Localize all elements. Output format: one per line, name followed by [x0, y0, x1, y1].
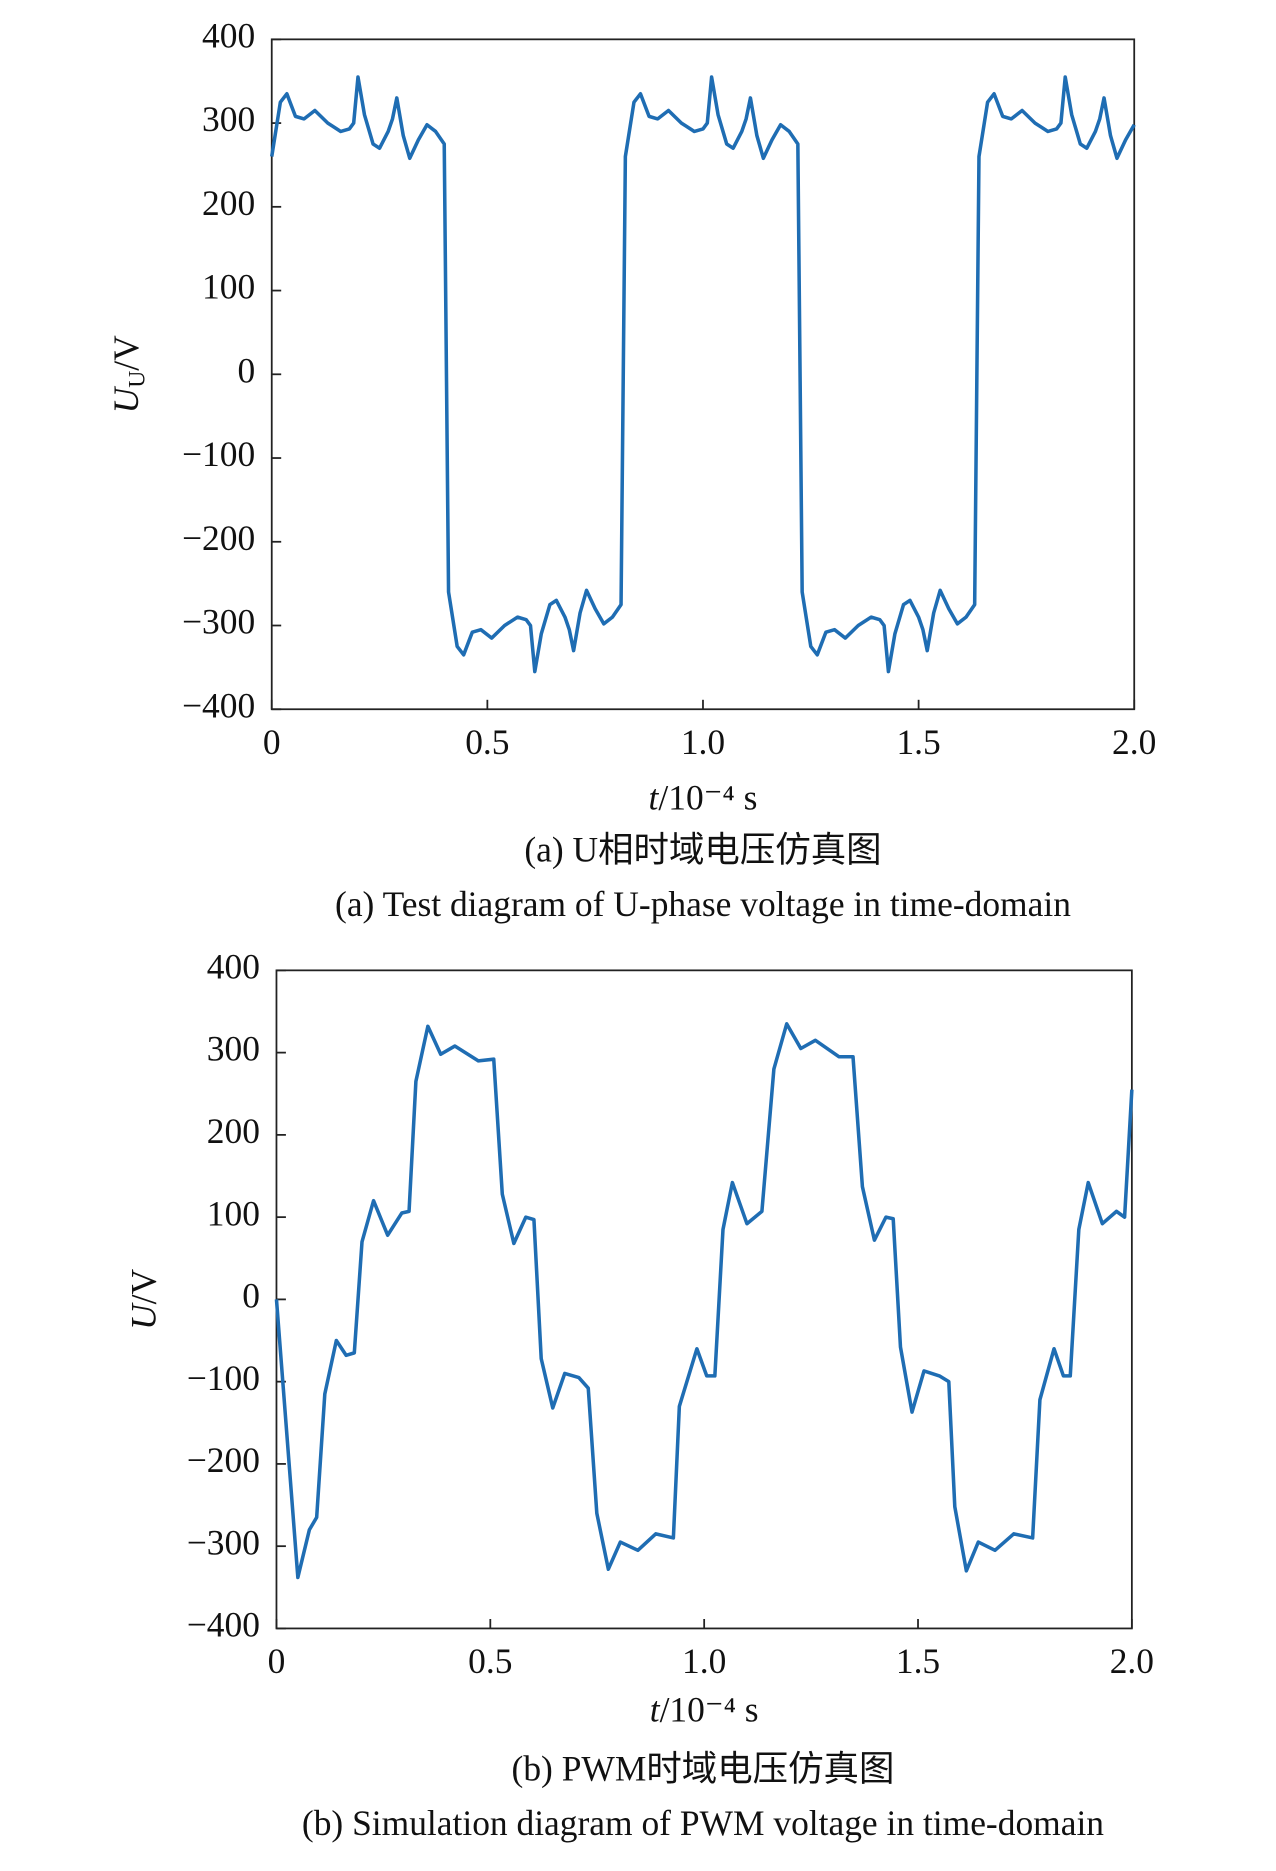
x-tick-label: 1.5 [896, 1641, 940, 1681]
plot-frame [275, 969, 1133, 1630]
caption-en: (b) Simulation diagram of PWM voltage in… [302, 1803, 1104, 1843]
y-tick-label: 300 [202, 99, 255, 139]
x-tick-label: 0.5 [465, 722, 509, 762]
y-tick-label: −100 [187, 1358, 260, 1398]
x-tick-label: 0 [263, 722, 281, 762]
y-tick-label: 300 [207, 1029, 260, 1069]
y-tick-label: 200 [207, 1111, 260, 1151]
y-tick-label: −300 [182, 602, 255, 642]
y-label-var: U [106, 385, 146, 413]
y-tick-label: 200 [202, 183, 255, 223]
x-tick-label: 2.0 [1110, 1641, 1154, 1681]
y-tick-label: 0 [242, 1276, 260, 1316]
y-tick-label: −300 [187, 1522, 260, 1562]
y-label-unit: /V [124, 1268, 164, 1304]
caption-zh: (b) PWM时域电压仿真图 [512, 1749, 895, 1789]
x-tick-label: 0.5 [468, 1641, 512, 1681]
y-tick-label: 400 [202, 15, 255, 55]
x-label-var: t [649, 778, 660, 818]
x-axis-label: t/10⁻⁴ s [649, 778, 758, 818]
plot-frame [270, 38, 1136, 711]
y-axis-label: UU/V [106, 335, 151, 414]
x-tick-label: 1.5 [896, 722, 940, 762]
x-label-var: t [650, 1690, 661, 1730]
y-axis-label: U/V [124, 1268, 164, 1329]
y-tick-label: 400 [207, 946, 260, 986]
x-tick-label: 2.0 [1112, 722, 1156, 762]
y-tick-label: −200 [182, 518, 255, 558]
data-line [269, 75, 1136, 674]
y-label-unit: /V [106, 335, 146, 371]
y-tick-label: −400 [182, 685, 255, 725]
y-tick-label: −200 [187, 1440, 260, 1480]
data-line [274, 1022, 1134, 1580]
y-tick-label: 100 [207, 1193, 260, 1233]
x-tick-label: 1.0 [681, 722, 725, 762]
y-label-var: U [124, 1302, 164, 1330]
y-tick-label: −100 [182, 434, 255, 474]
x-tick-label: 1.0 [682, 1641, 726, 1681]
y-label-sub: U [125, 371, 151, 388]
x-label-unit: /10⁻⁴ s [658, 778, 757, 818]
y-tick-label: 100 [202, 267, 255, 307]
caption-en: (a) Test diagram of U-phase voltage in t… [335, 884, 1071, 924]
x-tick-label: 0 [268, 1641, 286, 1681]
y-tick-label: −400 [187, 1605, 260, 1645]
y-tick-label: 0 [237, 350, 255, 390]
x-label-unit: /10⁻⁴ s [660, 1690, 759, 1730]
caption-zh: (a) U相时域电压仿真图 [524, 830, 881, 870]
x-axis-label: t/10⁻⁴ s [650, 1690, 759, 1730]
